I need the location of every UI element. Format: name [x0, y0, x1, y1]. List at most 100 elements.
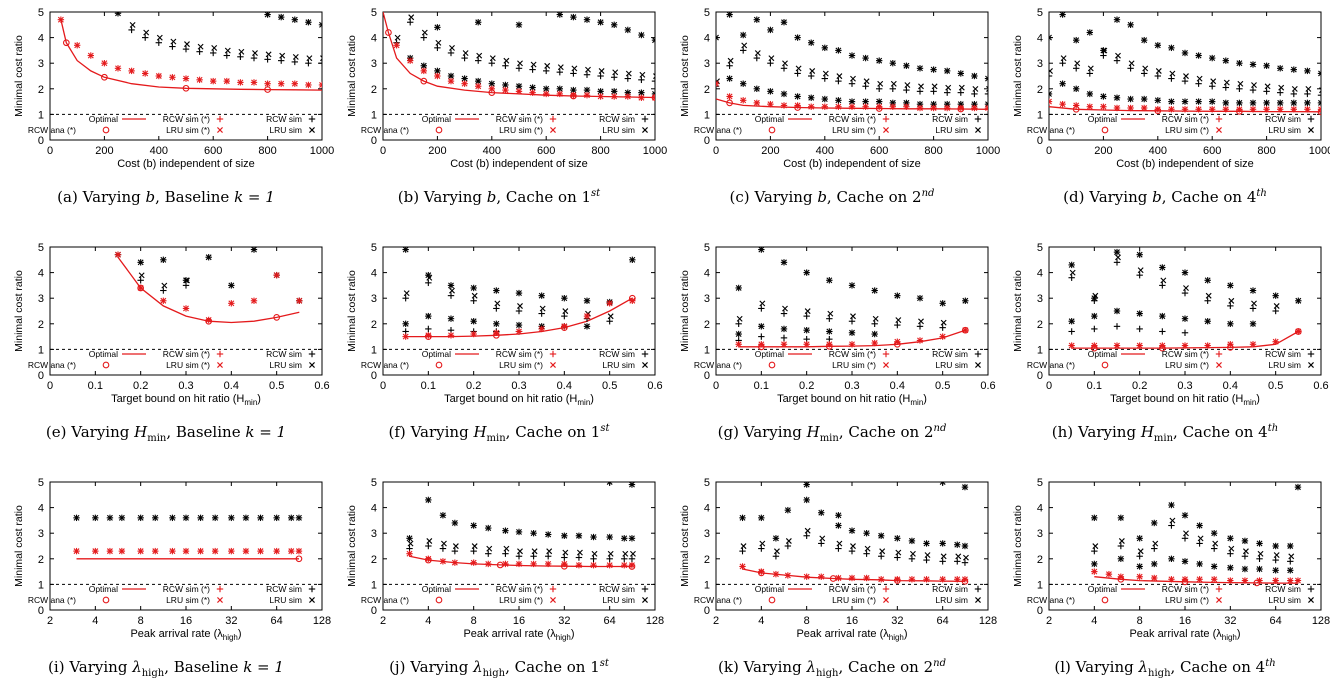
x-tick-label: 0.5 — [602, 380, 617, 392]
black-point — [1195, 52, 1202, 59]
black-point — [903, 86, 910, 94]
black-point — [863, 78, 870, 85]
black-point — [808, 39, 815, 46]
x-tick-label: 0.1 — [754, 380, 769, 392]
rcw-ana-point — [1253, 579, 1261, 587]
black-point — [250, 247, 258, 253]
black-point — [758, 333, 765, 340]
legend: Optimal RCW sim (*) RCW sim RCW ana (*) LRU … — [694, 584, 982, 605]
black-point — [407, 540, 414, 547]
black-point — [1117, 514, 1125, 522]
black-point — [1227, 535, 1234, 542]
y-tick-label: 5 — [1037, 477, 1043, 489]
y-tick-label: 5 — [38, 7, 44, 19]
x-tick-label: 0.5 — [1268, 380, 1283, 392]
black-point — [1151, 560, 1158, 568]
black-point — [447, 292, 455, 299]
black-point — [1168, 501, 1175, 509]
caption-tail: k = 1 — [245, 423, 287, 441]
y-tick-label: 3 — [371, 528, 377, 540]
x-axis-label: Cost (b) independent of size — [117, 158, 255, 170]
black-point — [804, 308, 811, 315]
red-point — [1113, 104, 1121, 112]
caption-pre: Varying — [743, 658, 807, 676]
black-point — [169, 43, 176, 50]
caption-var: H — [473, 423, 487, 441]
black-point — [1091, 514, 1098, 522]
black-point — [1304, 99, 1311, 107]
black-point — [425, 542, 432, 550]
black-point — [782, 60, 788, 67]
black-point — [543, 67, 550, 75]
legend-label-rcw_ana: RCW ana (*) — [694, 360, 742, 370]
plot-area — [57, 12, 322, 93]
legend-lru-sim-swatch — [309, 362, 315, 368]
y-tick-label: 0 — [38, 605, 44, 617]
red-point — [228, 300, 235, 307]
black-point — [794, 93, 801, 100]
y-tick-label: 5 — [704, 7, 710, 19]
legend-label-optimal: Optimal — [755, 114, 784, 124]
black-point — [515, 553, 523, 560]
y-tick-label: 4 — [371, 503, 377, 515]
black-point — [772, 553, 780, 560]
caption-pre: Varying — [82, 188, 146, 206]
legend-rcw-ana-swatch — [768, 361, 776, 369]
red-point — [118, 547, 126, 555]
legend-label-rcw_sim: RCW sim — [932, 114, 968, 124]
black-point — [612, 69, 619, 76]
red-point — [1204, 342, 1211, 349]
black-point — [420, 34, 427, 41]
red-point — [196, 76, 203, 84]
black-point — [1154, 97, 1161, 104]
x-tick-label: 4 — [92, 615, 98, 627]
red-point — [971, 104, 978, 112]
caption-pre: Varying — [743, 423, 807, 441]
rcw-ana-point — [570, 92, 577, 100]
black-point — [1127, 95, 1134, 103]
red-point — [1304, 106, 1311, 113]
legend: Optimal RCW sim (*) RCW sim RCW ana (*) LRU … — [361, 584, 649, 605]
black-point — [1117, 542, 1125, 550]
x-axis-label: Peak arrival rate (λhigh) — [463, 628, 574, 642]
black-point — [835, 545, 842, 552]
red-point — [1059, 100, 1066, 108]
black-point — [1317, 99, 1321, 107]
red-point — [1181, 342, 1189, 349]
legend-label-rcw_ana: RCW ana (*) — [694, 125, 742, 135]
black-point — [971, 90, 978, 98]
red-point — [716, 80, 720, 87]
x-tick-label: 4 — [758, 615, 764, 627]
black-point — [1249, 287, 1257, 294]
black-point — [1151, 545, 1158, 552]
legend-label-lru_sim_star: LRU sim (*) — [832, 360, 876, 370]
red-point — [772, 570, 780, 578]
x-tick-label: 4 — [425, 615, 431, 627]
black-point — [628, 482, 636, 488]
x-tick-label: 16 — [1179, 615, 1191, 627]
plot-area — [716, 12, 988, 113]
rcw-ana-point — [560, 324, 568, 331]
black-point — [1137, 267, 1144, 274]
black-point — [1319, 87, 1321, 94]
black-point — [916, 88, 924, 95]
black-point — [1073, 85, 1080, 92]
red-point — [808, 103, 815, 110]
y-tick-label: 1 — [38, 344, 44, 356]
black-point — [1141, 95, 1148, 103]
black-point — [556, 68, 563, 76]
black-point — [1277, 99, 1284, 107]
legend-label-rcw_ana: RCW ana (*) — [694, 595, 742, 605]
legend-label-optimal: Optimal — [422, 584, 451, 594]
black-point — [606, 482, 613, 486]
black-point — [607, 550, 614, 557]
black-point — [1242, 548, 1249, 555]
legend-lru-sim-swatch — [309, 127, 315, 133]
black-point — [836, 540, 843, 547]
black-point — [557, 64, 564, 71]
legend-label-optimal: Optimal — [422, 349, 451, 359]
x-tick-label: 64 — [1270, 615, 1282, 627]
rcw-ana-point — [1117, 575, 1125, 583]
black-point — [493, 305, 500, 312]
black-point — [1249, 99, 1257, 107]
